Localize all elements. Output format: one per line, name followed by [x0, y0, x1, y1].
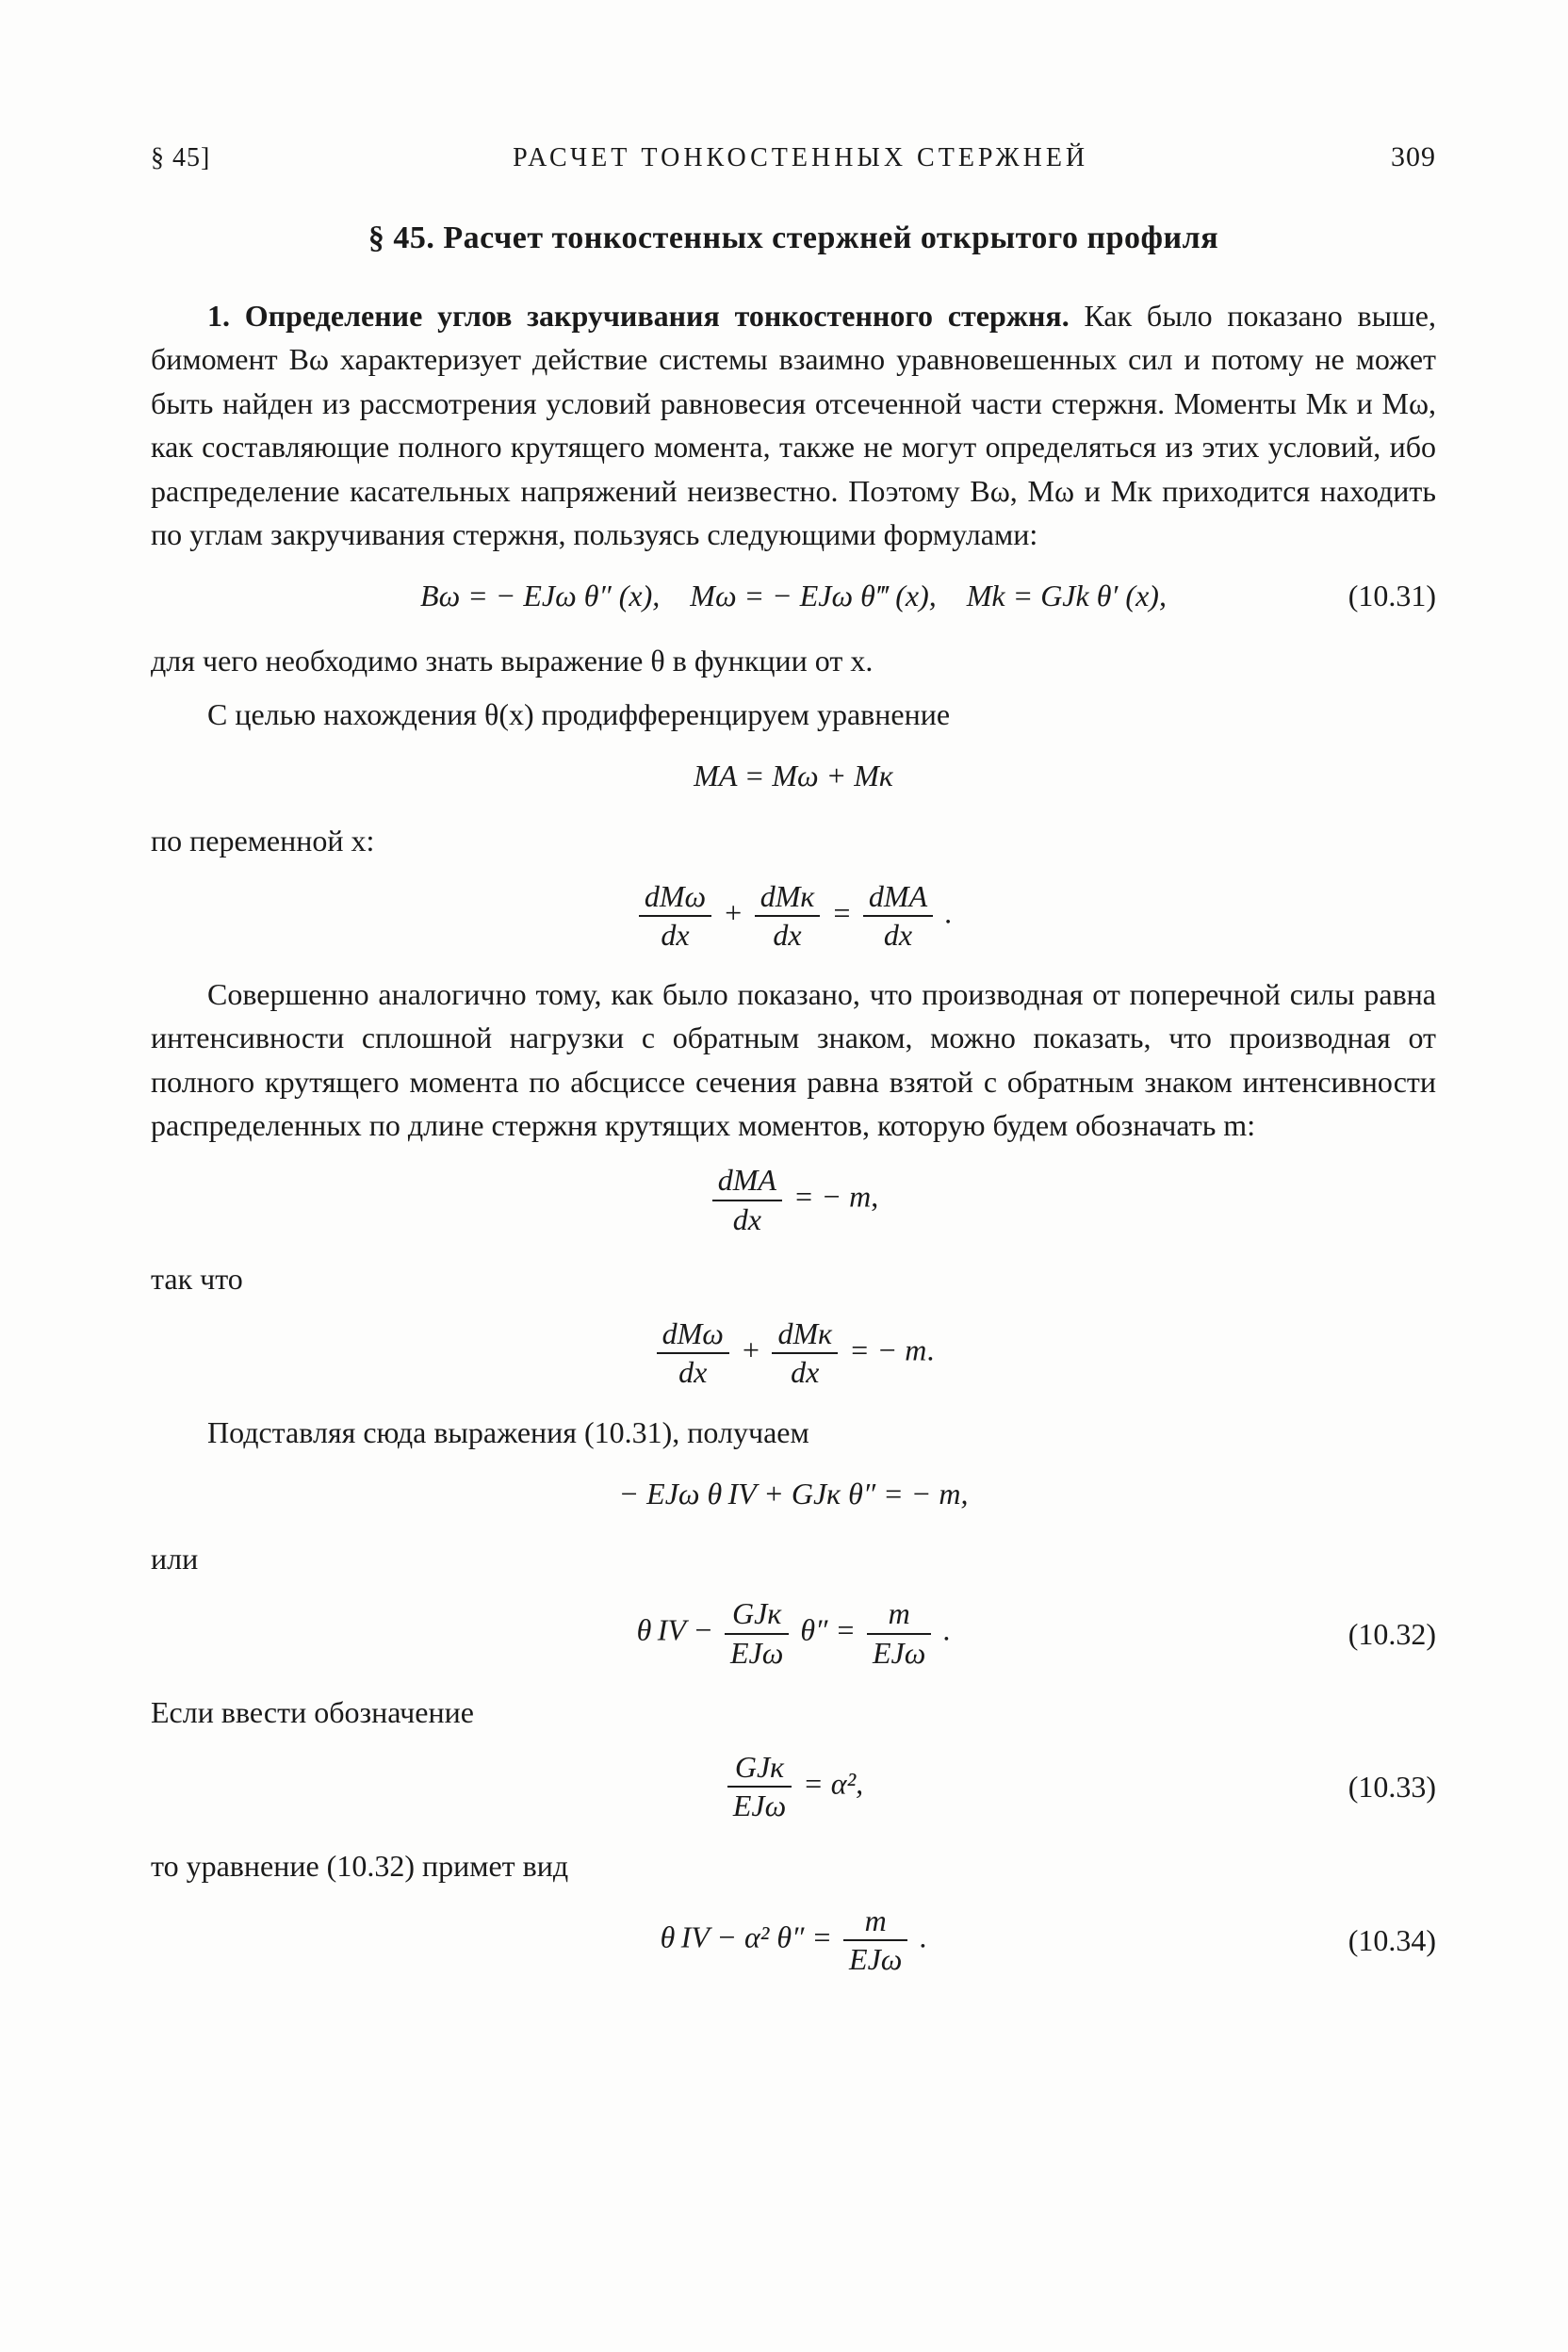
eq-10-34-lead: θ IV − α² θ″ = [661, 1919, 832, 1953]
equation-10-34-number: (10.34) [1348, 1918, 1436, 1963]
frac-dMA-top: dMA [863, 880, 933, 917]
paragraph-8: или [151, 1537, 1436, 1580]
equation-10-33: GJк EJω = α², (10.33) [151, 1751, 1436, 1822]
frac-1033: GJк EJω [727, 1751, 792, 1822]
eq-10-32-mid: θ″ = [800, 1613, 856, 1647]
equation-dM-minus-m: dMω dx + dMк dx = − m. [151, 1317, 1436, 1389]
paragraph-1-lead: 1. Определение углов закручивания тонкос… [207, 299, 1070, 333]
paragraph-7: Подставляя сюда выражения (10.31), получ… [151, 1411, 1436, 1454]
frac-dMk2: dMк dx [772, 1317, 838, 1389]
equation-MA: MA = Mω + Mк [151, 753, 1436, 798]
frac-dMA-bot: dx [863, 917, 933, 952]
frac-dMA: dMA dx [863, 880, 933, 952]
eq-10-32-lead: θ IV − [637, 1613, 713, 1647]
frac-1032-2: m EJω [867, 1597, 931, 1669]
paragraph-10: то уравнение (10.32) примет вид [151, 1844, 1436, 1887]
paragraph-1: 1. Определение углов закручивания тонкос… [151, 294, 1436, 556]
frac-dMA-m: dMA dx [712, 1164, 782, 1235]
header-page-number: 309 [1391, 141, 1436, 173]
frac-1032-1-bot: EJω [725, 1635, 789, 1670]
equation-10-31-expr: Bω = − EJω θ″ (x), Mω = − EJω θ‴ (x), Mk… [420, 579, 1167, 612]
frac-dMk2-bot: dx [772, 1354, 838, 1389]
frac-1032-1: GJк EJω [725, 1597, 789, 1669]
equation-10-34: θ IV − α² θ″ = m EJω . (10.34) [151, 1904, 1436, 1976]
frac-dMw-top: dMω [639, 880, 711, 917]
frac-dMw2-top: dMω [657, 1317, 729, 1354]
frac-dMk-top: dMк [755, 880, 821, 917]
paragraph-1-body: Как было показано выше, бимомент Bω хара… [151, 299, 1436, 551]
frac-dMA-m-bot: dx [712, 1201, 782, 1236]
paragraph-9: Если ввести обозначение [151, 1690, 1436, 1734]
frac-1034-bot: EJω [843, 1941, 907, 1976]
equation-10-32: θ IV − GJк EJω θ″ = m EJω . (10.32) [151, 1597, 1436, 1669]
header-center: РАСЧЕТ ТОНКОСТЕННЫХ СТЕРЖНЕЙ [210, 143, 1391, 173]
header-left: § 45] [151, 143, 210, 173]
equation-dMA-m: dMA dx = − m, [151, 1164, 1436, 1235]
frac-1032-2-bot: EJω [867, 1635, 931, 1670]
eq-10-33-rhs: = α², [803, 1767, 863, 1801]
equation-EJ: − EJω θ IV + GJк θ″ = − m, [151, 1471, 1436, 1516]
paragraph-3: С целью нахождения θ(x) продифференцируе… [151, 693, 1436, 736]
page: § 45] РАСЧЕТ ТОНКОСТЕННЫХ СТЕРЖНЕЙ 309 §… [0, 0, 1568, 2352]
paragraph-6: так что [151, 1257, 1436, 1300]
equation-10-32-number: (10.32) [1348, 1611, 1436, 1657]
frac-dMw2-bot: dx [657, 1354, 729, 1389]
equation-dM: dMω dx + dMк dx = dMA dx . [151, 880, 1436, 952]
frac-dMw-bot: dx [639, 917, 711, 952]
frac-1034: m EJω [843, 1904, 907, 1976]
paragraph-2: для чего необходимо знать выражение θ в … [151, 639, 1436, 682]
equation-10-31-number: (10.31) [1348, 573, 1436, 618]
frac-1032-2-top: m [867, 1597, 931, 1634]
frac-dMk: dMк dx [755, 880, 821, 952]
frac-dMw: dMω dx [639, 880, 711, 952]
frac-1033-top: GJк [727, 1751, 792, 1788]
frac-dMk-bot: dx [755, 917, 821, 952]
page-header: § 45] РАСЧЕТ ТОНКОСТЕННЫХ СТЕРЖНЕЙ 309 [151, 141, 1436, 173]
frac-1034-top: m [843, 1904, 907, 1941]
paragraph-5: Совершенно аналогично тому, как было пок… [151, 972, 1436, 1148]
paragraph-4: по переменной x: [151, 819, 1436, 862]
frac-dMA-m-top: dMA [712, 1164, 782, 1200]
section-title: § 45. Расчет тонкостенных стержней откры… [151, 220, 1436, 256]
equation-10-31: Bω = − EJω θ″ (x), Mω = − EJω θ‴ (x), Mk… [151, 573, 1436, 618]
frac-dMw2: dMω dx [657, 1317, 729, 1389]
equation-10-33-number: (10.33) [1348, 1764, 1436, 1809]
frac-dMk2-top: dMк [772, 1317, 838, 1354]
frac-1032-1-top: GJк [725, 1597, 789, 1634]
frac-1033-bot: EJω [727, 1788, 792, 1822]
